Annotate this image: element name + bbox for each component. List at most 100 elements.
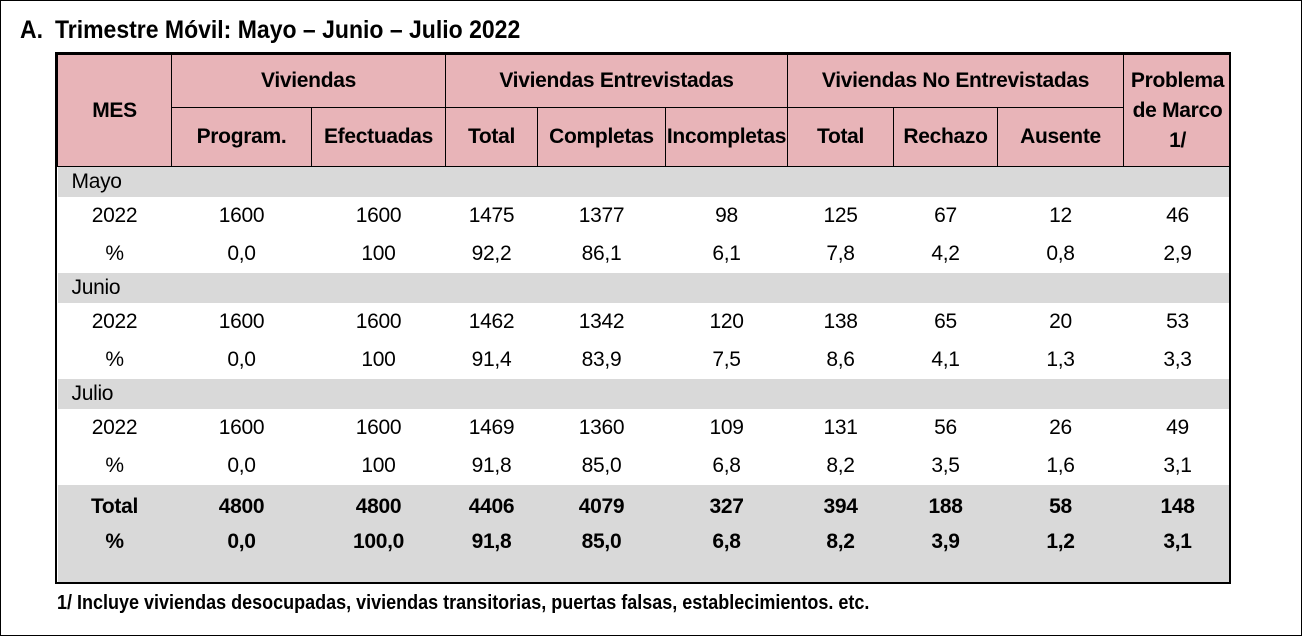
section-title: A. Trimestre Móvil: Mayo – Junio – Julio … (20, 16, 520, 45)
total-cell: 4800 (171, 485, 312, 524)
table-cell: 4,2 (931, 242, 960, 265)
table-cell: 100 (361, 454, 396, 477)
table-cell: 20 (1049, 310, 1072, 333)
table-cell: 92,2 (471, 242, 512, 265)
table-cell: 46 (1166, 204, 1189, 227)
table-cell: 85,0 (581, 454, 622, 477)
table-cell: 0,0 (227, 242, 256, 265)
month-label: Julio (57, 379, 1229, 409)
row-label: % (105, 348, 124, 371)
subheader-program: Program. (171, 107, 312, 167)
table-cell: 100 (361, 348, 396, 371)
data-table-container: MES Viviendas Viviendas Entrevistadas Vi… (55, 52, 1231, 584)
total-cell: 3,1 (1123, 524, 1229, 559)
title-period: Mayo – Junio – Julio 2022 (237, 16, 521, 44)
table-cell: 1600 (355, 416, 402, 439)
table-cell: 1,6 (1046, 454, 1075, 477)
total-cell: 188 (893, 485, 998, 524)
total-cell: 4079 (537, 485, 666, 524)
header-viviendas-entrevistadas: Viviendas Entrevistadas (444, 54, 789, 108)
month-band-row: Junio (57, 273, 1229, 303)
row-label: 2022 (91, 204, 138, 227)
table-cell: 0,0 (227, 348, 256, 371)
table-cell: 91,4 (471, 348, 512, 371)
total-cell: 4406 (445, 485, 538, 524)
table-cell: 131 (823, 416, 858, 439)
table-cell: 0,0 (227, 454, 256, 477)
table-cell: 8,2 (826, 454, 855, 477)
section-label: A. (20, 16, 43, 44)
subheader-completas: Completas (537, 107, 666, 167)
table-row: % 0,0 100 91,4 83,9 7,5 8,6 4,1 1,3 3,3 (58, 341, 1230, 379)
table-cell: 1469 (468, 416, 515, 439)
total-cell: 394 (787, 485, 894, 524)
table-cell: 1462 (468, 310, 515, 333)
subheader-total-no-entrevistadas: Total (787, 107, 895, 167)
total-cell: 58 (997, 485, 1124, 524)
table-cell: 1377 (578, 204, 625, 227)
table-cell: 7,8 (826, 242, 855, 265)
total-cell: 327 (665, 485, 788, 524)
total-cell: 148 (1123, 485, 1229, 524)
table-cell: 1600 (218, 204, 265, 227)
table-cell: 7,5 (712, 348, 741, 371)
table-cell: 86,1 (581, 242, 622, 265)
table-cell: 26 (1049, 416, 1072, 439)
header-mes: MES (57, 54, 172, 167)
table-cell: 1600 (218, 310, 265, 333)
table-cell: 91,8 (471, 454, 512, 477)
row-label: % (105, 454, 124, 477)
total-cell: 3,9 (893, 524, 998, 559)
table-cell: 125 (823, 204, 858, 227)
total-cell: 6,8 (665, 524, 788, 559)
table-cell: 1600 (355, 204, 402, 227)
table-row: 2022 1600 1600 1475 1377 98 125 67 12 46 (58, 197, 1230, 235)
total-cell: 85,0 (537, 524, 666, 559)
table-cell: 2,9 (1163, 242, 1192, 265)
header-viviendas-no-entrevistadas: Viviendas No Entrevistadas (787, 54, 1125, 108)
total-cell: 91,8 (445, 524, 538, 559)
table-cell: 109 (709, 416, 744, 439)
table-cell: 120 (709, 310, 744, 333)
table-row: 2022 1600 1600 1469 1360 109 131 56 26 49 (58, 409, 1230, 447)
total-cell: 0,0 (171, 524, 312, 559)
padding-cell (57, 559, 1229, 582)
table-row: % 0,0 100 92,2 86,1 6,1 7,8 4,2 0,8 2,9 (58, 235, 1230, 273)
table-cell: 67 (934, 204, 957, 227)
table-cell: 65 (934, 310, 957, 333)
table-cell: 1475 (468, 204, 515, 227)
table-cell: 12 (1049, 204, 1072, 227)
total-pct-label: % (57, 524, 172, 559)
total-row: Total 4800 4800 4406 4079 327 394 188 58 148 (57, 485, 1229, 524)
table-cell: 6,1 (712, 242, 741, 265)
header-viviendas: Viviendas (171, 54, 446, 108)
month-label: Mayo (57, 166, 1229, 197)
footnote: 1/ Incluye viviendas desocupadas, vivien… (57, 592, 870, 614)
table-body: Mayo 2022 1600 1600 1475 1377 98 125 67 12 46% 0,0 1… (57, 166, 1230, 582)
table-cell: 83,9 (581, 348, 622, 371)
row-label: % (105, 242, 124, 265)
header-problema-marco: Problema de Marco 1/ (1123, 54, 1229, 167)
table-cell: 1342 (578, 310, 625, 333)
month-band-row: Mayo (57, 166, 1229, 197)
total-label: Total (57, 485, 172, 524)
subheader-rechazo: Rechazo (893, 107, 999, 167)
table-cell: 1600 (355, 310, 402, 333)
table-cell: 3,3 (1163, 348, 1192, 371)
table-cell: 1,3 (1046, 348, 1075, 371)
total-pct-row: % 0,0 100,0 91,8 85,0 6,8 8,2 3,9 1,2 3,1 (57, 524, 1229, 559)
total-cell: 1,2 (997, 524, 1124, 559)
row-label: 2022 (91, 310, 138, 333)
total-cell: 100,0 (311, 524, 446, 559)
row-label: 2022 (91, 416, 138, 439)
table-cell: 49 (1166, 416, 1189, 439)
table-row: 2022 1600 1600 1462 1342 120 138 65 20 53 (58, 303, 1230, 341)
table-cell: 0,8 (1046, 242, 1075, 265)
title-prefix: Trimestre Móvil: (54, 16, 238, 44)
total-cell: 4800 (311, 485, 446, 524)
total-padding-row (57, 559, 1229, 582)
month-label: Junio (57, 273, 1229, 303)
total-cell: 8,2 (787, 524, 894, 559)
table-cell: 53 (1166, 310, 1189, 333)
table-cell: 1600 (218, 416, 265, 439)
